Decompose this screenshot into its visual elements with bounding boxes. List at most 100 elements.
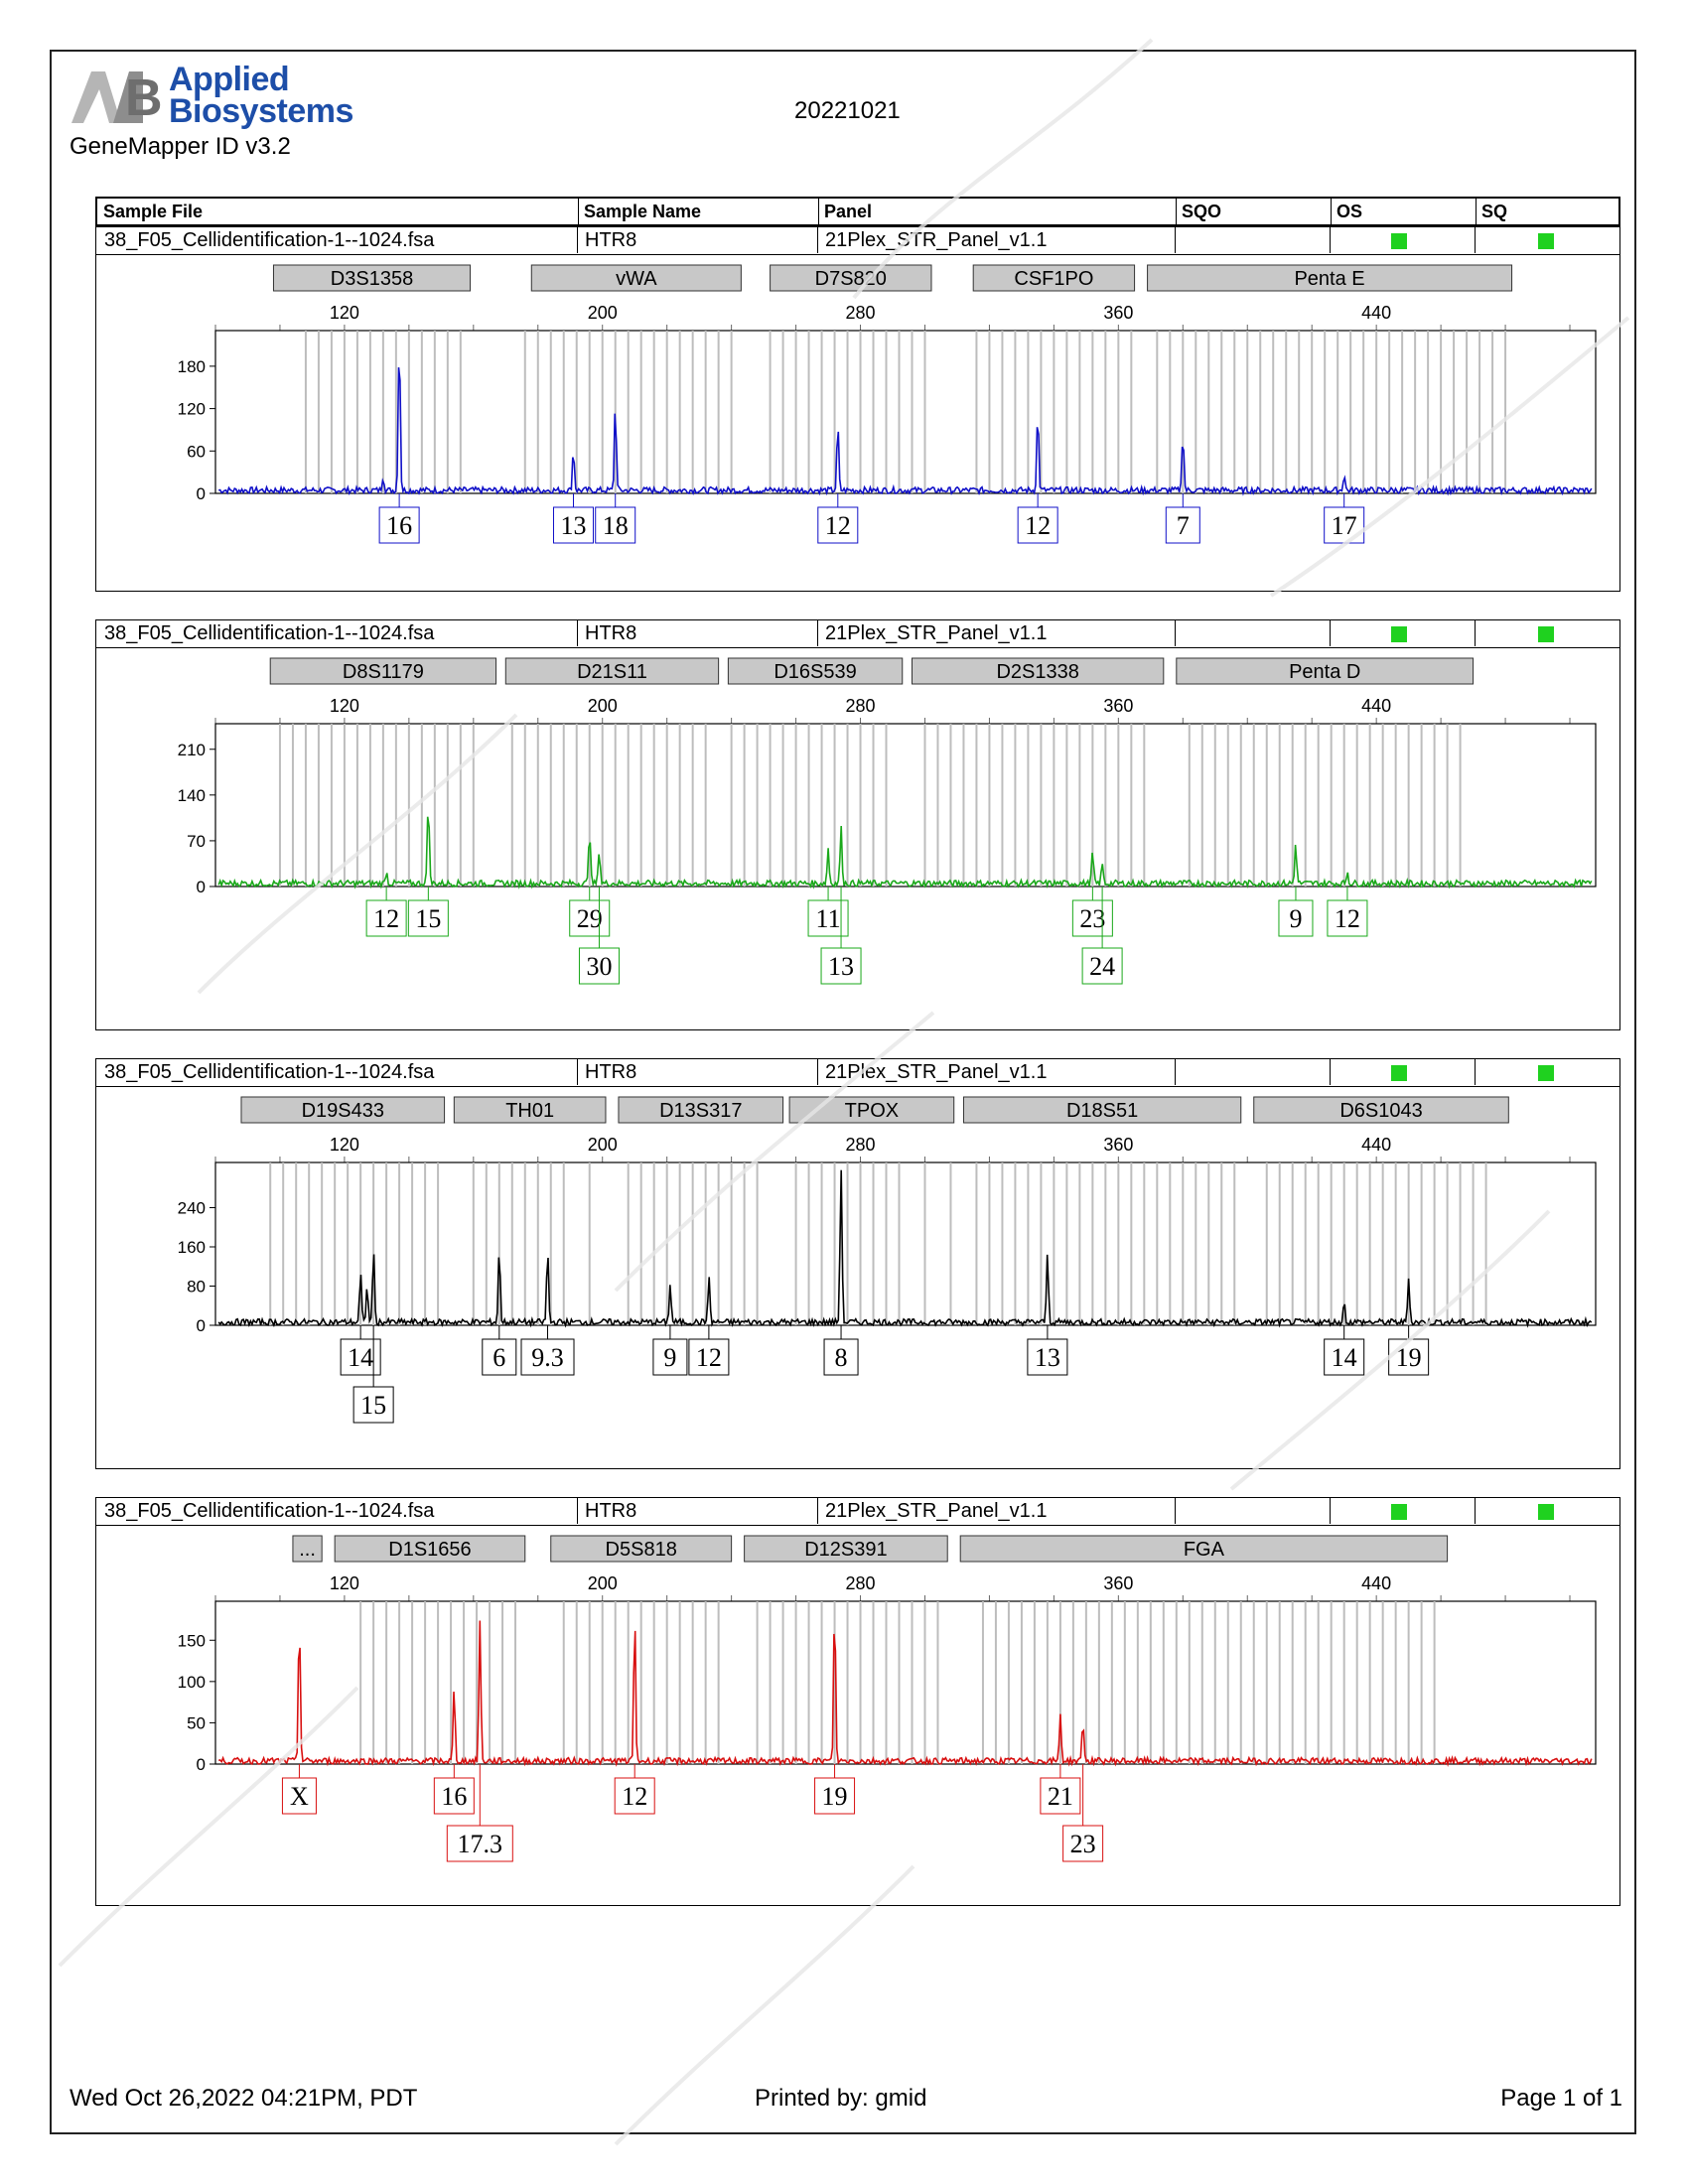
allele-label-box[interactable] [1327, 899, 1368, 937]
allele-label-box[interactable] [820, 947, 862, 985]
col-sqo: SQO [1182, 202, 1222, 221]
allele-label-box[interactable] [817, 506, 859, 544]
allele-label-box[interactable] [569, 899, 611, 937]
y-tick-label: 0 [197, 878, 206, 896]
marker-name: vWA [616, 268, 657, 290]
allele-call: 11 [816, 904, 841, 933]
panel-value: 21Plex_STR_Panel_v1.1 [825, 622, 1048, 644]
svg-text:B: B [125, 69, 163, 127]
allele-label-box[interactable] [352, 1386, 394, 1424]
allele-call: 13 [1035, 1343, 1060, 1372]
x-tick-label: 440 [1361, 1135, 1391, 1155]
sample-file-value: 38_F05_Cellidentification-1--1024.fsa [104, 1500, 435, 1522]
marker-name: D19S433 [302, 1100, 384, 1122]
marker-box[interactable] [550, 1535, 733, 1563]
marker-box[interactable] [334, 1535, 526, 1563]
allele-label-box[interactable] [1017, 506, 1058, 544]
allele-label-box[interactable] [378, 506, 420, 544]
marker-box[interactable] [959, 1535, 1449, 1563]
allele-call: 16 [386, 511, 412, 540]
allele-label-box[interactable] [1027, 1338, 1068, 1376]
allele-label-box[interactable] [552, 506, 594, 544]
marker-box[interactable] [1176, 657, 1475, 685]
marker-name: Penta D [1289, 661, 1360, 683]
allele-label-box[interactable] [1071, 899, 1113, 937]
sample-file-value: 38_F05_Cellidentification-1--1024.fsa [104, 229, 435, 251]
marker-name: D16S539 [774, 661, 856, 683]
allele-call: 29 [577, 904, 603, 933]
y-tick-label: 80 [187, 1278, 206, 1297]
allele-label-box[interactable] [520, 1338, 575, 1376]
allele-label-box[interactable] [595, 506, 636, 544]
marker-box[interactable] [1253, 1096, 1509, 1124]
y-tick-label: 120 [178, 400, 206, 419]
signal-trace [217, 367, 1593, 496]
allele-label-box[interactable] [823, 1338, 859, 1376]
allele-label-box[interactable] [1081, 947, 1123, 985]
allele-call: 21 [1048, 1782, 1073, 1811]
signal-trace [217, 1620, 1593, 1768]
x-tick-label: 440 [1361, 1573, 1391, 1593]
marker-name: D3S1358 [331, 268, 413, 290]
allele-call: X [290, 1782, 309, 1811]
panel-value: 21Plex_STR_Panel_v1.1 [825, 1500, 1048, 1522]
allele-label-box[interactable] [652, 1338, 688, 1376]
marker-name: TPOX [845, 1100, 899, 1122]
y-tick-label: 0 [197, 1316, 206, 1335]
allele-call: 8 [835, 1343, 848, 1372]
y-tick-label: 180 [178, 357, 206, 376]
allele-label-box[interactable] [482, 1338, 517, 1376]
marker-name: D12S391 [804, 1539, 887, 1561]
y-tick-label: 100 [178, 1673, 206, 1692]
marker-box[interactable] [911, 657, 1165, 685]
marker-box[interactable] [292, 1535, 323, 1563]
allele-call: 15 [415, 904, 441, 933]
allele-call: 30 [586, 952, 612, 981]
allele-label-box[interactable] [614, 1777, 655, 1815]
electropherogram-panel-blue: 38_F05_Cellidentification-1--1024.fsa HTR… [95, 226, 1620, 592]
allele-label-box[interactable] [1062, 1825, 1104, 1862]
marker-box[interactable] [453, 1096, 607, 1124]
y-tick-label: 140 [178, 786, 206, 805]
allele-label-box[interactable] [688, 1338, 730, 1376]
allele-call: 14 [348, 1343, 373, 1372]
sample-name-value: HTR8 [585, 622, 637, 644]
allele-call: 12 [1335, 904, 1360, 933]
y-tick-label: 60 [187, 442, 206, 461]
electropherogram-panel-green: 38_F05_Cellidentification-1--1024.fsa HTR… [95, 619, 1620, 1030]
allele-label-box[interactable] [1165, 506, 1200, 544]
marker-box[interactable] [962, 1096, 1242, 1124]
col-sample-file: Sample File [103, 202, 204, 221]
allele-call: 23 [1079, 904, 1105, 933]
allele-call: 12 [825, 511, 851, 540]
allele-label-box[interactable] [433, 1777, 475, 1815]
x-tick-label: 280 [846, 1573, 876, 1593]
marker-name: Penta E [1294, 268, 1364, 290]
marker-box[interactable] [727, 657, 904, 685]
marker-box[interactable] [530, 264, 742, 292]
allele-label-box[interactable] [578, 947, 620, 985]
marker-box[interactable] [504, 657, 720, 685]
x-tick-label: 280 [846, 696, 876, 716]
y-tick-label: 160 [178, 1238, 206, 1257]
marker-box[interactable] [272, 264, 472, 292]
y-tick-label: 0 [197, 484, 206, 503]
y-tick-label: 150 [178, 1631, 206, 1650]
x-tick-label: 280 [846, 303, 876, 323]
marker-name: D8S1179 [343, 661, 424, 683]
col-panel: Panel [824, 202, 873, 221]
marker-box[interactable] [269, 657, 497, 685]
allele-label-box[interactable] [446, 1825, 513, 1862]
marker-box[interactable] [1147, 264, 1513, 292]
marker-box[interactable] [744, 1535, 948, 1563]
x-tick-label: 200 [588, 303, 618, 323]
allele-call: 16 [441, 1782, 467, 1811]
marker-name: D7S820 [815, 268, 887, 290]
allele-label-box[interactable] [814, 1777, 856, 1815]
x-tick-label: 360 [1103, 303, 1133, 323]
allele-label-box[interactable] [1040, 1777, 1081, 1815]
allele-label-box[interactable] [1278, 899, 1314, 937]
marker-box[interactable] [240, 1096, 446, 1124]
